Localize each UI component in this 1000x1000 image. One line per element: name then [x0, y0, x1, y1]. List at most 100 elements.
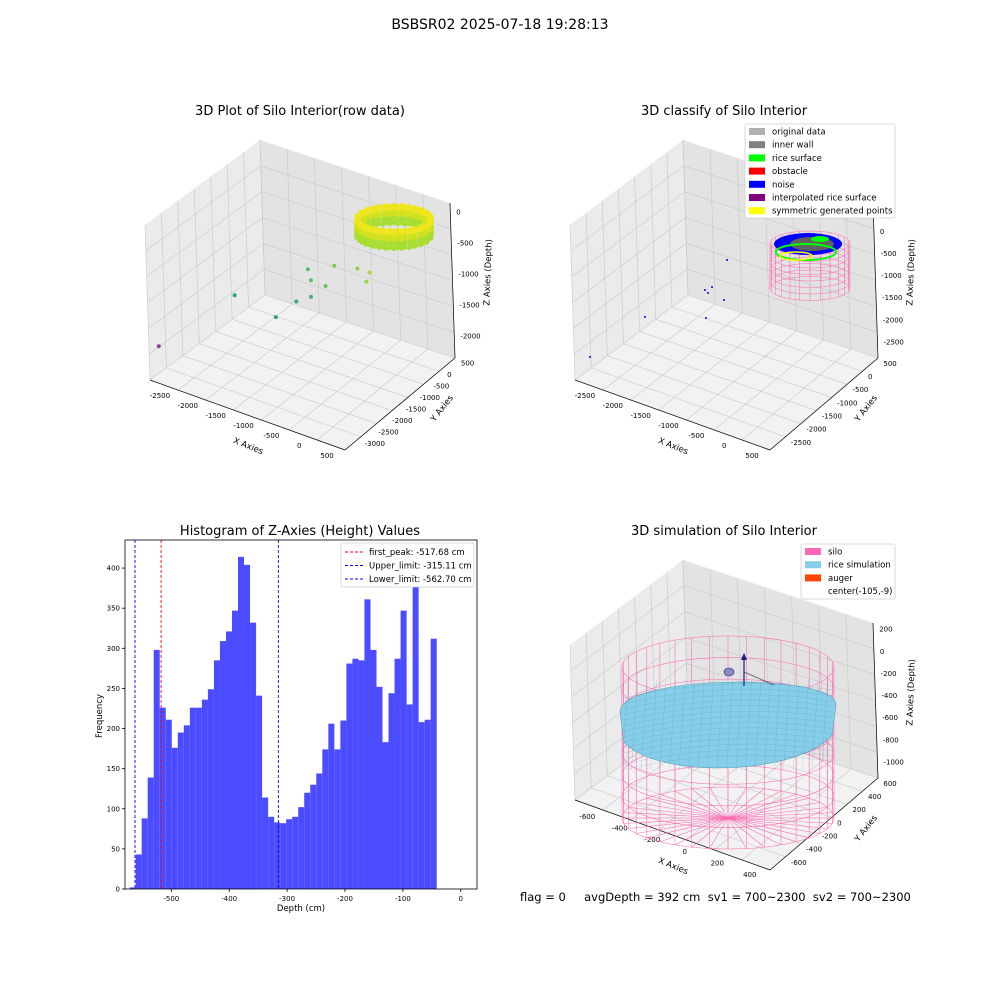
cls-grid-line — [630, 312, 743, 401]
histogram-bar — [147, 777, 154, 889]
raw-grid-line — [149, 294, 266, 381]
raw-z-tick-label: -1000 — [458, 270, 478, 278]
raw-grid-line — [264, 294, 456, 359]
histogram-bar — [322, 749, 329, 889]
raw-rice-point — [416, 206, 421, 212]
sim-rice-mesh-line — [802, 679, 809, 771]
histogram-bar — [352, 658, 359, 889]
sim-rice-mesh-line — [792, 679, 800, 771]
histogram-bar — [334, 749, 341, 889]
cls-y-axis-label: Y Axies — [852, 393, 880, 425]
histogram-bar — [400, 610, 407, 889]
panel-title-histogram: Histogram of Z-Axies (Height) Values — [179, 524, 421, 539]
histogram-bar — [207, 689, 214, 889]
cls-legend-swatch — [749, 154, 765, 162]
histogram-bar — [153, 649, 160, 889]
cls-grid-line — [571, 191, 685, 277]
raw-y-tick-label: 500 — [461, 359, 474, 367]
cls-z-tick-label: -2500 — [884, 339, 904, 347]
cls-legend-swatch — [749, 207, 765, 215]
sim-z-tick-label: -200 — [881, 670, 897, 678]
raw-grid-line — [166, 367, 361, 438]
raw-rice-point — [395, 203, 401, 209]
sim-rice-mesh-line — [640, 679, 648, 771]
raw-x-tick-label: 0 — [297, 442, 301, 450]
histogram-y-axis-label: Frequency — [95, 694, 105, 738]
histogram-bar — [424, 719, 431, 889]
raw-data-point — [332, 263, 337, 268]
cls-legend-label: interpolated rice surface — [772, 194, 877, 204]
raw-data-point — [323, 283, 328, 288]
sim-rice-mesh-line — [623, 699, 833, 715]
raw-x-tick-label: -2000 — [178, 402, 198, 410]
histogram-bar — [165, 719, 172, 889]
raw-x-tick-label: -2500 — [150, 392, 170, 400]
sim-rice-mesh-line — [697, 679, 705, 771]
cls-grid-line — [591, 367, 786, 438]
sim-silo-floor-spoke — [623, 812, 729, 819]
sim-scene — [619, 635, 837, 850]
sim-silo-floor-spoke — [727, 817, 833, 824]
sim-rice-mesh-line — [650, 679, 657, 771]
sim-rice-mesh-line — [688, 679, 695, 771]
histogram-bar — [159, 707, 166, 889]
sim-x-tick-label: -600 — [579, 813, 595, 821]
raw-y-tick-label: -3000 — [365, 440, 385, 448]
panel-title-classify-3d: 3D classify of Silo Interior — [640, 104, 808, 119]
cls-noise-point — [704, 289, 706, 291]
sim-z-tick-label: -400 — [881, 692, 897, 700]
raw-rice-point — [429, 214, 434, 219]
histogram-bar — [430, 638, 437, 889]
histogram-bar — [280, 823, 287, 889]
sim-silo-floor-spoke — [691, 817, 729, 848]
raw-rice-point — [407, 227, 412, 233]
sim-y-axis-line — [769, 777, 879, 871]
sim-grid-line — [684, 611, 875, 675]
sim-y-tick-label: 600 — [883, 780, 896, 788]
raw-rice-point — [417, 224, 422, 230]
histogram-x-axis-label: Depth (cm) — [277, 904, 325, 914]
sim-grid-line — [685, 637, 876, 701]
histogram-bar — [171, 747, 178, 889]
histogram-bar — [292, 816, 299, 889]
raw-rice-point — [387, 203, 393, 209]
raw-grid-line — [289, 339, 401, 431]
raw-z-tick-label: -2000 — [460, 332, 480, 340]
cls-symmetric-points — [779, 251, 813, 261]
raw-grid-line — [148, 243, 264, 329]
panel-title-simulation-3d: 3D simulation of Silo Interior — [631, 524, 817, 539]
cls-legend-box — [744, 123, 896, 219]
raw-data-point — [367, 270, 372, 275]
sim-silo-floor-spoke — [659, 817, 729, 843]
raw-grid-line — [182, 355, 377, 424]
histogram-legend-label: Upper_limit: -315.11 cm — [369, 562, 472, 572]
raw-rice-point — [399, 228, 404, 233]
histogram-y-tick-label: 200 — [107, 725, 120, 733]
histogram-y-tick-label: 100 — [107, 805, 120, 813]
sim-rice-mesh-line — [623, 732, 833, 748]
histogram-bar — [177, 732, 184, 889]
sim-silo-floor-spoke — [636, 817, 729, 834]
sim-rice-mesh-line — [678, 679, 686, 771]
histogram-bar — [412, 560, 419, 889]
cls-noise-point — [705, 317, 707, 319]
cls-x-tick-label: 0 — [722, 442, 726, 450]
raw-x-axis-line — [149, 379, 346, 451]
raw-grid-line — [263, 243, 454, 307]
sim-silo-floor-spoke — [727, 793, 797, 819]
histogram-bar — [316, 773, 323, 889]
histogram-bar — [346, 663, 353, 889]
sim-rice-mesh-line — [623, 694, 833, 710]
cls-y-axis-line — [769, 357, 879, 451]
sim-grid-line — [571, 611, 685, 697]
raw-grid-line — [177, 303, 293, 391]
raw-data-point — [156, 344, 161, 349]
histogram-y-tick-label: 400 — [107, 565, 120, 573]
sim-auger-arm — [743, 671, 775, 686]
raw-z-tick-label: 0 — [456, 208, 460, 216]
raw-grid-line — [264, 268, 455, 333]
sim-rice-mesh-line — [716, 679, 724, 771]
sim-silo-floor-spoke — [727, 787, 747, 819]
histogram-x-tick-label: -400 — [221, 895, 237, 903]
histogram-bar — [274, 822, 281, 889]
